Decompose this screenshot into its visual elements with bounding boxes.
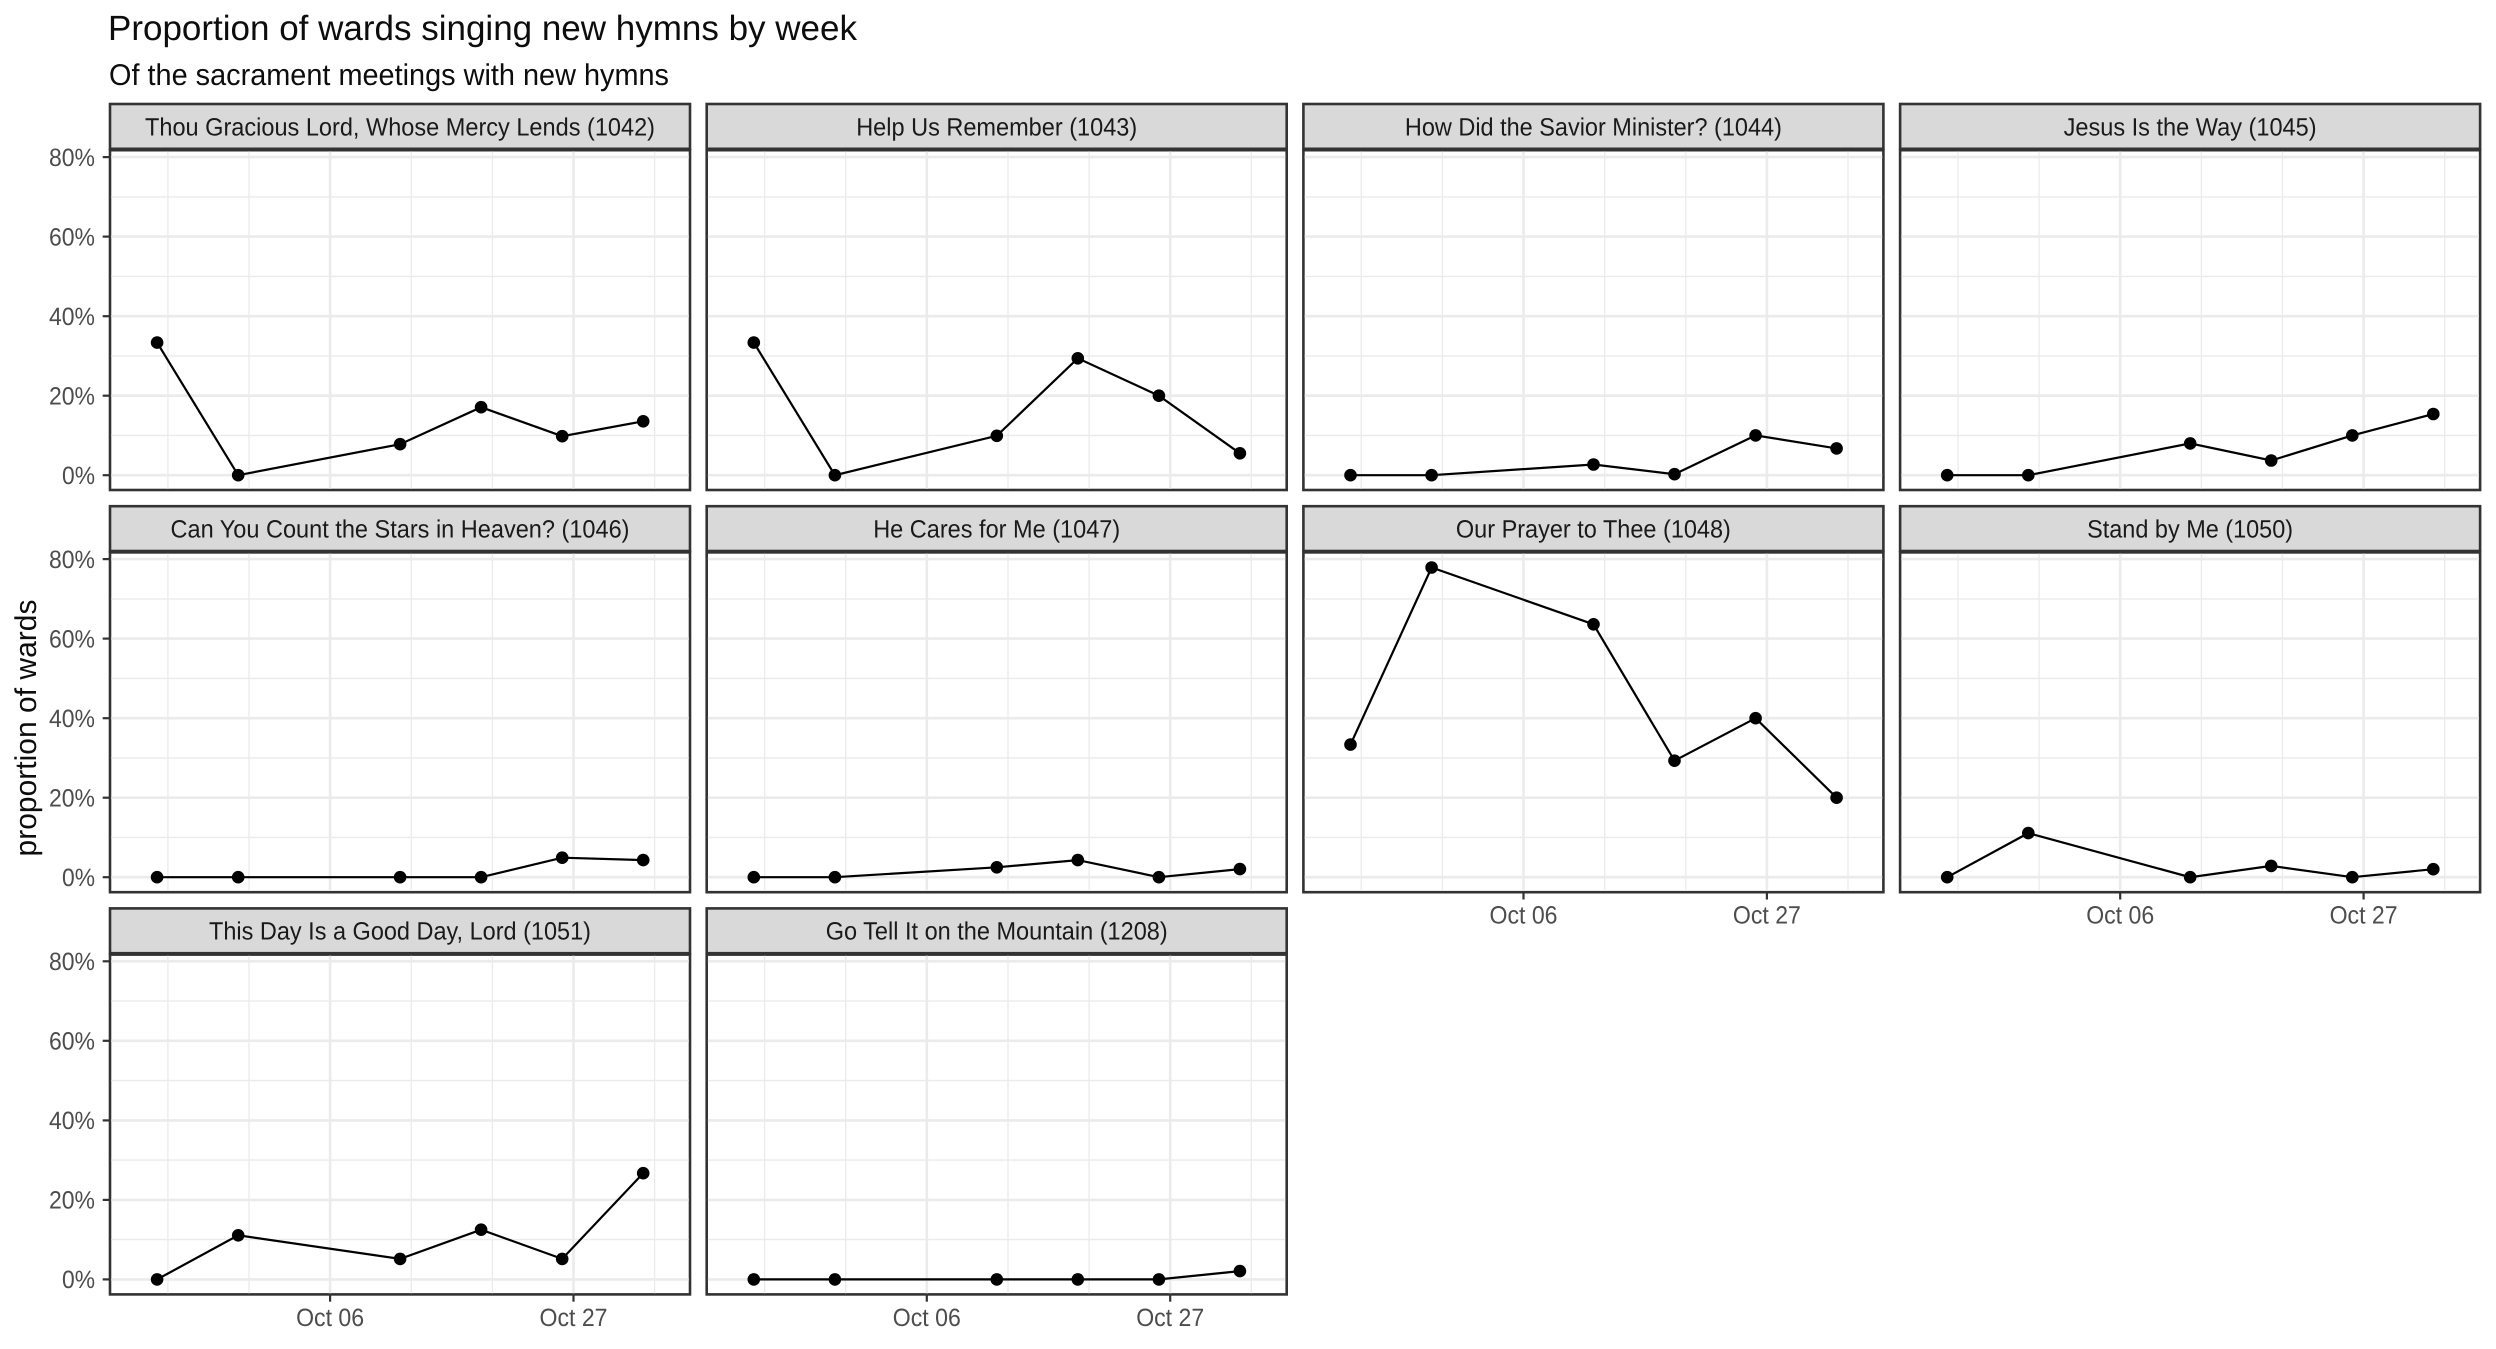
- svg-text:Of the sacrament meetings with: Of the sacrament meetings with new hymns: [109, 59, 669, 92]
- svg-text:Thou Gracious Lord, Whose Merc: Thou Gracious Lord, Whose Mercy Lends (1…: [145, 113, 655, 141]
- svg-text:Oct 27: Oct 27: [1136, 1304, 1204, 1332]
- svg-text:Stand by Me (1050): Stand by Me (1050): [2087, 516, 2293, 544]
- svg-text:80%: 80%: [49, 546, 95, 574]
- svg-text:40%: 40%: [49, 303, 95, 331]
- svg-text:80%: 80%: [49, 144, 95, 172]
- svg-text:60%: 60%: [49, 223, 95, 251]
- svg-text:0%: 0%: [62, 864, 95, 892]
- svg-text:60%: 60%: [49, 625, 95, 653]
- svg-text:80%: 80%: [49, 948, 95, 976]
- svg-text:Oct 06: Oct 06: [1490, 902, 1558, 930]
- svg-text:Oct 06: Oct 06: [2086, 902, 2154, 930]
- svg-text:This Day Is a Good Day, Lord (: This Day Is a Good Day, Lord (1051): [209, 918, 591, 946]
- svg-text:0%: 0%: [62, 1266, 95, 1294]
- svg-text:20%: 20%: [49, 383, 95, 411]
- svg-text:Go Tell It on the Mountain (12: Go Tell It on the Mountain (1208): [826, 918, 1168, 946]
- svg-text:Oct 27: Oct 27: [540, 1304, 608, 1332]
- svg-text:proportion of wards: proportion of wards: [10, 600, 43, 857]
- svg-text:0%: 0%: [62, 462, 95, 490]
- svg-text:40%: 40%: [49, 705, 95, 733]
- svg-text:Proportion of wards singing ne: Proportion of wards singing new hymns by…: [108, 9, 857, 48]
- svg-text:Oct 06: Oct 06: [893, 1304, 961, 1332]
- svg-text:He Cares for Me (1047): He Cares for Me (1047): [873, 516, 1120, 544]
- svg-text:Oct 06: Oct 06: [296, 1304, 364, 1332]
- svg-text:Help Us Remember (1043): Help Us Remember (1043): [856, 113, 1137, 141]
- svg-text:20%: 20%: [49, 785, 95, 813]
- svg-text:How Did the Savior Minister? (: How Did the Savior Minister? (1044): [1405, 113, 1782, 141]
- svg-text:Our Prayer to Thee (1048): Our Prayer to Thee (1048): [1456, 516, 1731, 544]
- svg-text:Can You Count the Stars in Hea: Can You Count the Stars in Heaven? (1046…: [171, 516, 630, 544]
- svg-text:Oct 27: Oct 27: [1733, 902, 1801, 930]
- svg-text:40%: 40%: [49, 1107, 95, 1135]
- svg-text:60%: 60%: [49, 1028, 95, 1056]
- svg-text:20%: 20%: [49, 1187, 95, 1215]
- svg-text:Jesus Is the Way (1045): Jesus Is the Way (1045): [2064, 113, 2317, 141]
- svg-text:Oct 27: Oct 27: [2330, 902, 2398, 930]
